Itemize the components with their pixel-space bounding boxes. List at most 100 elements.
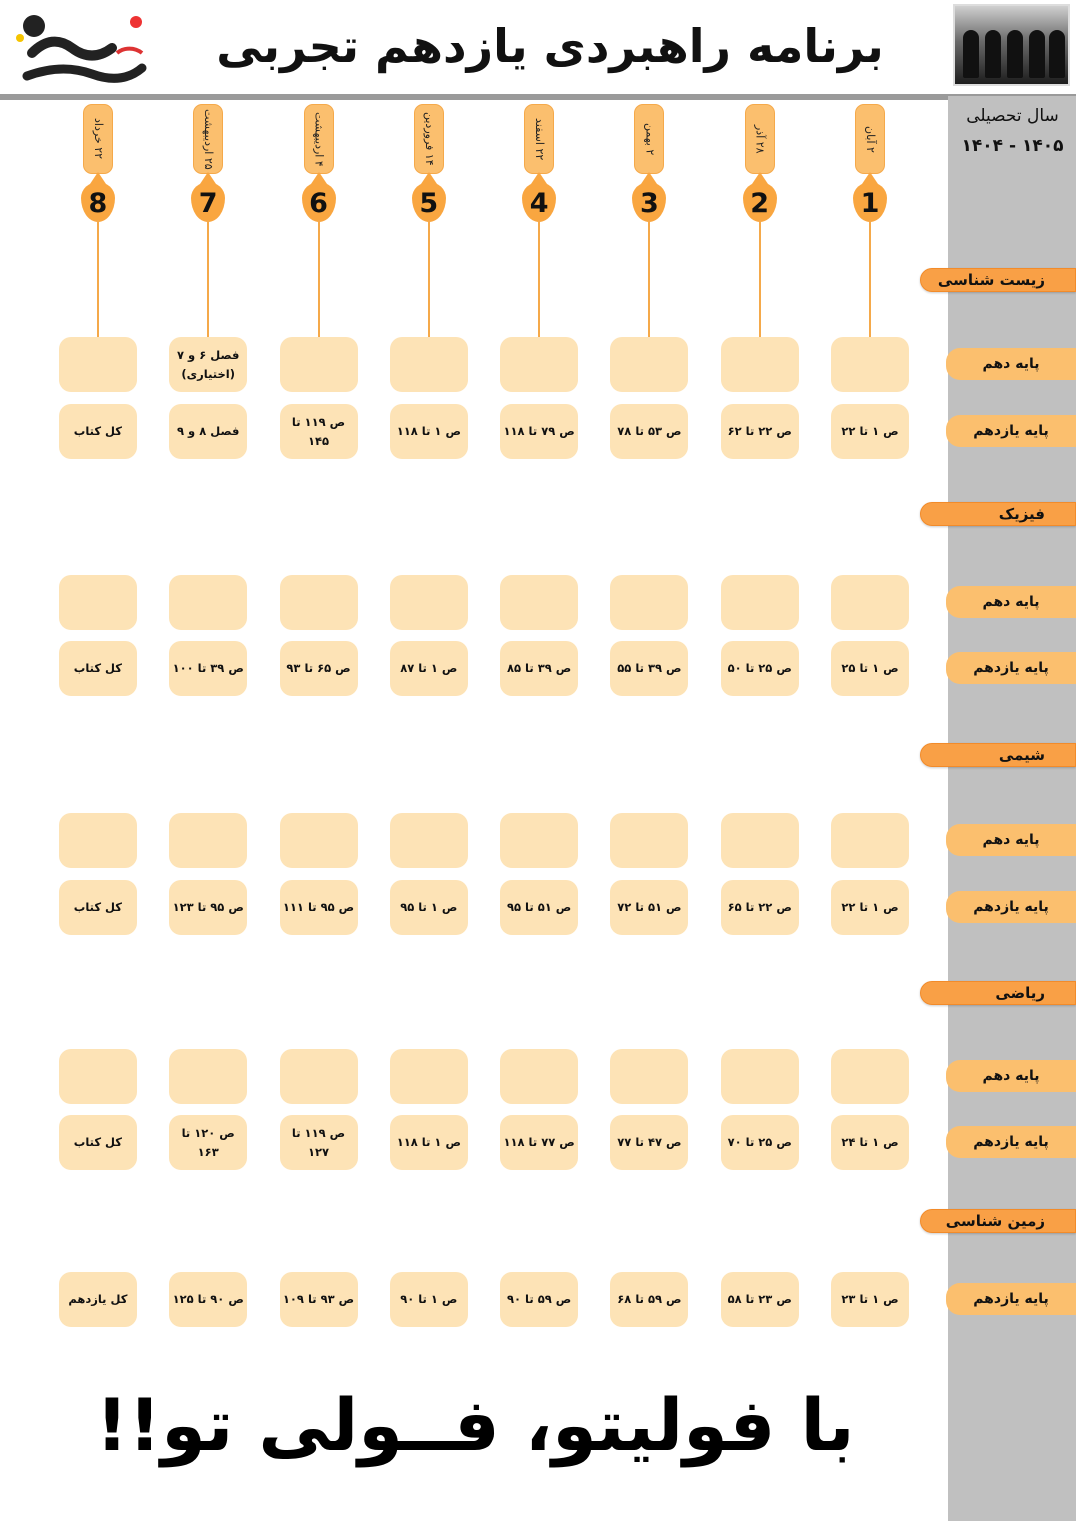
date-label: ۲۲ اسفند (533, 117, 547, 161)
schedule-cell (610, 1049, 689, 1104)
schedule-cell: ص ۲۵ تا ۵۰ (720, 641, 799, 696)
schedule-cell: ص ۱ تا ۲۴ (831, 1115, 909, 1170)
schedule-cell (389, 813, 468, 868)
schedule-cell: ص ۹۵ تا ۱۱۱ (279, 880, 358, 935)
connector-line (427, 220, 430, 337)
schedule-cell: کل یازدهم (58, 1272, 137, 1327)
connector-line (207, 220, 210, 337)
connector-line (317, 220, 320, 337)
subject-tab: فیزیک (920, 502, 1076, 526)
schedule-cell (610, 813, 689, 868)
step-number: 6 (301, 172, 336, 222)
schedule-cell (58, 813, 137, 868)
grade-label: پایه دهم (946, 348, 1076, 380)
schedule-cell: ص ۲۲ تا ۶۲ (720, 404, 799, 459)
step-number: 5 (411, 172, 446, 222)
schedule-cell: ص ۱ تا ۹۵ (389, 880, 468, 935)
schedule-cell (389, 337, 468, 392)
schedule-cell: فصل ۸ و ۹ (169, 404, 248, 459)
schedule-cell (831, 1049, 909, 1104)
date-pin: ۲۸ آذر (744, 104, 775, 174)
subject-tab: زیست شناسی (920, 268, 1076, 292)
page-title: برنامه راهبردی یازدهم تجربی (216, 19, 884, 73)
schedule-cell (58, 337, 137, 392)
schedule-cell: ص ۵۹ تا ۹۰ (500, 1272, 579, 1327)
school-year-label: سال تحصیلی (966, 106, 1059, 126)
schedule-cell (500, 337, 579, 392)
schedule-cell (279, 813, 358, 868)
school-year-value: ۱۴۰۴ - ۱۴۰۵ (961, 136, 1064, 156)
subject-tab: زمین شناسی (920, 1209, 1076, 1233)
date-pin: ۲۵ اردیبهشت (193, 104, 224, 174)
schedule-cell: ص ۱ تا ۱۱۸ (389, 1115, 468, 1170)
connector-line (648, 220, 651, 337)
step-number: 2 (742, 172, 777, 222)
schedule-cell (720, 1049, 799, 1104)
date-pin: ۲۲ خرداد (82, 104, 113, 174)
schedule-cell (500, 813, 579, 868)
schedule-cell (58, 575, 137, 630)
date-label: ۲۵ اردیبهشت (202, 108, 216, 170)
schedule-cell (389, 575, 468, 630)
schedule-cell (389, 1049, 468, 1104)
schedule-cell (720, 575, 799, 630)
date-pin: ۲۲ اسفند (524, 104, 555, 174)
date-label: ۲۸ آذر (753, 124, 767, 154)
schedule-cell: ص ۷۹ تا ۱۱۸ (500, 404, 579, 459)
date-label: ۲ آبان (864, 125, 877, 153)
schedule-cell: ص ۲۲ تا ۶۵ (720, 880, 799, 935)
schedule-cell: ص ۲۳ تا ۵۸ (720, 1272, 799, 1327)
schedule-cell: ص ۱۱۹ تا ۱۴۵ (279, 404, 358, 459)
grade-label: پایه یازدهم (946, 891, 1076, 923)
schedule-cell: ص ۹۵ تا ۱۲۳ (169, 880, 248, 935)
connector-line (758, 220, 761, 337)
date-label: ۲۲ خرداد (91, 118, 105, 160)
subject-tab: شیمی (920, 743, 1076, 767)
step-number: 4 (522, 172, 557, 222)
schedule-cell: ص ۵۳ تا ۷۸ (610, 404, 689, 459)
grade-label: پایه یازدهم (946, 415, 1076, 447)
subject-tab: ریاضی (920, 981, 1076, 1005)
schedule-cell: ص ۴۷ تا ۷۷ (610, 1115, 689, 1170)
grade-label: پایه یازدهم (946, 1283, 1076, 1315)
schedule-cell (279, 337, 358, 392)
grade-label: پایه دهم (946, 586, 1076, 618)
grade-label: پایه دهم (946, 824, 1076, 856)
schedule-cell (831, 575, 909, 630)
schedule-cell (720, 813, 799, 868)
schedule-cell (169, 1049, 248, 1104)
schedule-cell: ص ۱۱۹ تا ۱۲۷ (279, 1115, 358, 1170)
grade-label: پایه یازدهم (946, 652, 1076, 684)
team-photo (953, 4, 1070, 86)
schedule-cell: کل کتاب (58, 641, 137, 696)
step-number: 3 (632, 172, 667, 222)
schedule-cell (831, 337, 909, 392)
schedule-cell: ص ۹۳ تا ۱۰۹ (279, 1272, 358, 1327)
date-label: ۱۴ فروردین (422, 112, 436, 166)
schedule-cell: ص ۵۹ تا ۶۸ (610, 1272, 689, 1327)
schedule-cell: ص ۱ تا ۲۳ (831, 1272, 909, 1327)
connector-line (869, 220, 871, 337)
schedule-cell: کل کتاب (58, 1115, 137, 1170)
schedule-cell: ص ۶۵ تا ۹۳ (279, 641, 358, 696)
schedule-cell (279, 1049, 358, 1104)
schedule-cell (58, 1049, 137, 1104)
schedule-cell: ص ۳۹ تا ۵۵ (610, 641, 689, 696)
schedule-cell (720, 337, 799, 392)
date-pin: ۲ آبان (855, 104, 885, 174)
schedule-cell: ص ۵۱ تا ۹۵ (500, 880, 579, 935)
schedule-cell: کل کتاب (58, 404, 137, 459)
schedule-cell: ص ۷۷ تا ۱۱۸ (500, 1115, 579, 1170)
date-label: ۴ اردیبهشت (312, 111, 326, 167)
header (0, 0, 1076, 95)
grade-label: پایه یازدهم (946, 1126, 1076, 1158)
grade-label: پایه دهم (946, 1060, 1076, 1092)
schedule-cell (610, 337, 689, 392)
schedule-cell (279, 575, 358, 630)
date-label: ۲ بهمن (643, 122, 657, 156)
schedule-cell (500, 575, 579, 630)
schedule-cell: ص ۹۰ تا ۱۲۵ (169, 1272, 248, 1327)
step-number: 8 (80, 172, 115, 222)
schedule-cell: ص ۱ تا ۸۷ (389, 641, 468, 696)
schedule-cell: ص ۳۹ تا ۱۰۰ (169, 641, 248, 696)
